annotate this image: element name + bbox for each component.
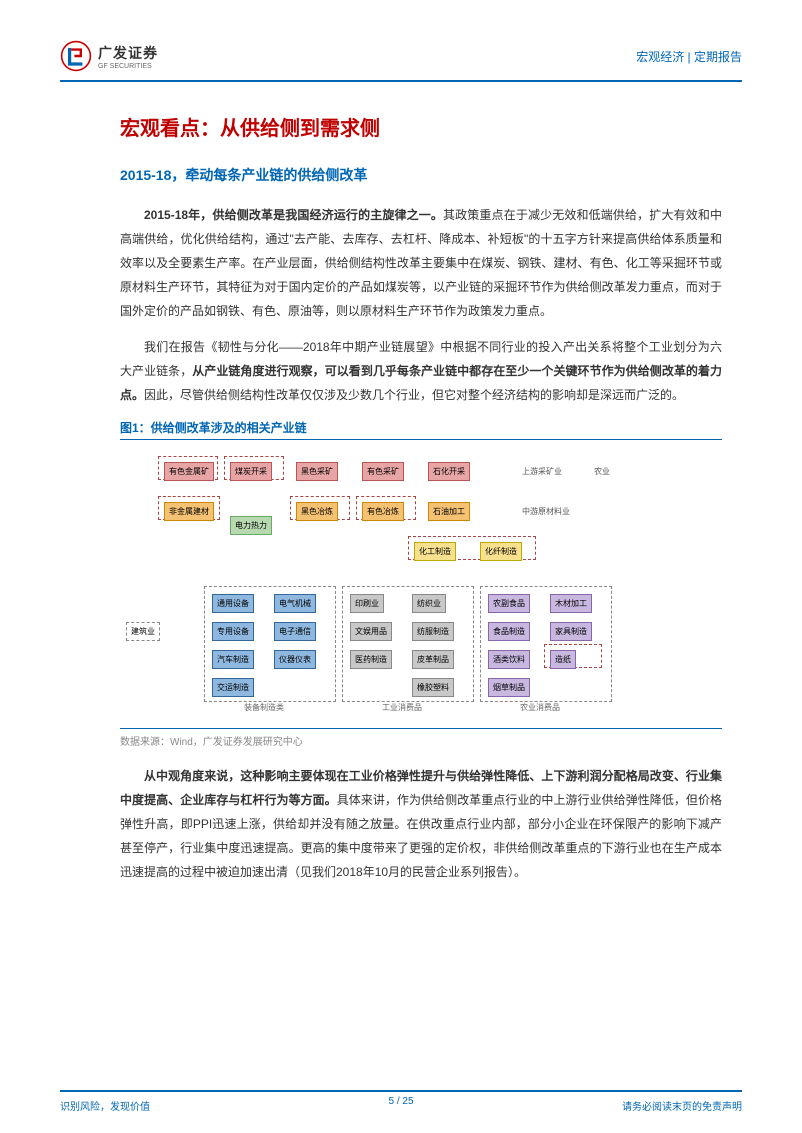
diagram-node: 黑色冶炼 [296,502,338,521]
diagram-node: 纺织业 [412,594,446,613]
diagram-node: 仪器仪表 [274,650,316,669]
diagram-node: 文娱用品 [350,622,392,641]
diagram-node: 橡胶塑料 [412,678,454,697]
logo-en: GF SECURITIES [98,63,158,70]
data-source: 数据来源：Wind，广发证券发展研究中心 [120,728,722,748]
section-subtitle: 2015-18，牵动每条产业链的供给侧改革 [120,165,742,185]
diagram-node: 专用设备 [212,622,254,641]
logo-cn: 广发证券 [98,43,158,63]
diagram-node: 有色采矿 [362,462,404,481]
diagram-node: 食品制造 [488,622,530,641]
paragraph-1: 2015-18年，供给侧改革是我国经济运行的主旋律之一。其政策重点在于减少无效和… [120,203,722,323]
diagram-node: 黑色采矿 [296,462,338,481]
figure-title: 图1：供给侧改革涉及的相关产业链 [120,419,722,440]
diagram-node: 电子通信 [274,622,316,641]
diagram-node: 医药制造 [350,650,392,669]
diagram-node: 有色金属矿 [164,462,214,481]
diagram-node: 烟草制品 [488,678,530,697]
diagram-node: 汽车制造 [212,650,254,669]
diagram-node: 家具制造 [550,622,592,641]
diagram-node: 造纸 [550,650,576,669]
paragraph-3: 从中观角度来说，这种影响主要体现在工业价格弹性提升与供给弹性降低、上下游利润分配… [120,764,722,884]
diagram-node: 纺服制造 [412,622,454,641]
diagram-node: 通用设备 [212,594,254,613]
diagram-node: 电力热力 [230,516,272,535]
diagram-node: 石化开采 [428,462,470,481]
header-category: 宏观经济 | 定期报告 [636,48,742,65]
diagram-node: 煤炭开采 [230,462,272,481]
diagram-node: 皮革制品 [412,650,454,669]
logo: 广发证券 GF SECURITIES [60,40,158,72]
logo-icon [60,40,92,72]
diagram-node: 木材加工 [550,594,592,613]
diagram-node: 酒类饮料 [488,650,530,669]
paragraph-2: 我们在报告《韧性与分化——2018年中期产业链展望》中根据不同行业的投入产出关系… [120,335,722,407]
page-number: 5 / 25 [60,1096,742,1107]
page-header: 广发证券 GF SECURITIES 宏观经济 | 定期报告 [60,40,742,82]
diagram-node: 化工制造 [414,542,456,561]
diagram-node: 农副食品 [488,594,530,613]
diagram-node: 非金属建材 [164,502,214,521]
supply-chain-diagram: 有色金属矿煤炭开采 黑色采矿 有色采矿 石化开采非金属建材 黑色冶炼 有色冶炼 石油加工电力… [120,444,722,724]
diagram-node: 交运制造 [212,678,254,697]
diagram-node: 石油加工 [428,502,470,521]
main-title: 宏观看点：从供给侧到需求侧 [120,112,742,141]
diagram-node: 有色冶炼 [362,502,404,521]
page-footer: 识别风险，发现价值 请务必阅读末页的免责声明 5 / 25 [60,1090,742,1113]
diagram-node: 化纤制造 [480,542,522,561]
diagram-node: 电气机械 [274,594,316,613]
diagram-node: 印刷业 [350,594,384,613]
